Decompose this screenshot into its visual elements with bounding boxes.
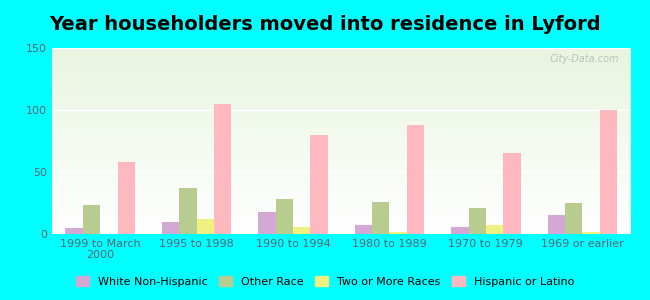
Bar (547, 215, 565, 234)
Bar (582, 232, 600, 234)
Bar (293, 226, 311, 234)
Bar (407, 125, 424, 234)
Bar (469, 208, 486, 234)
Bar (162, 222, 179, 234)
Legend: White Non-Hispanic, Other Race, Two or More Races, Hispanic or Latino: White Non-Hispanic, Other Race, Two or M… (72, 272, 578, 291)
Text: Year householders moved into residence in Lyford: Year householders moved into residence i… (49, 15, 601, 34)
Bar (355, 225, 372, 234)
Bar (486, 225, 503, 234)
Bar (214, 104, 231, 234)
Bar (503, 153, 521, 234)
Bar (311, 135, 328, 234)
Bar (372, 202, 389, 234)
Bar (389, 232, 407, 234)
Bar (276, 199, 293, 234)
Bar (565, 203, 582, 234)
Bar (179, 188, 196, 234)
Bar (118, 162, 135, 234)
Bar (451, 226, 469, 234)
Bar (600, 110, 617, 234)
Text: City-Data.com: City-Data.com (549, 54, 619, 64)
Bar (258, 212, 276, 234)
Bar (83, 206, 100, 234)
Bar (196, 219, 214, 234)
Bar (66, 228, 83, 234)
